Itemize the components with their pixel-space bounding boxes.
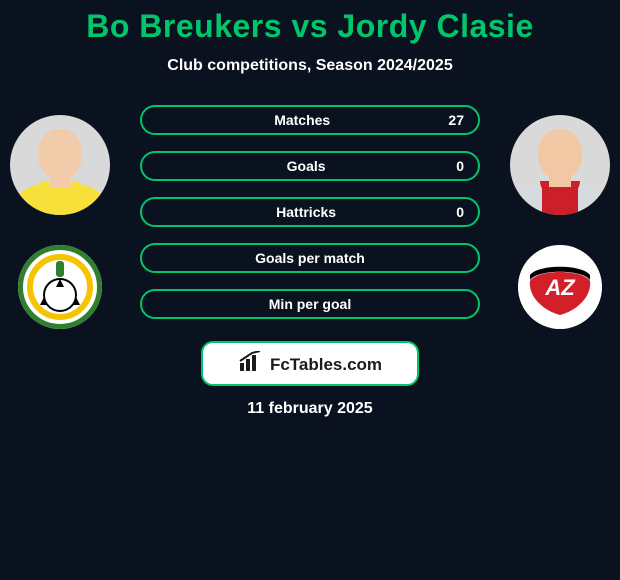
stat-label: Hattricks	[276, 204, 336, 220]
comparison-card: Bo Breukers vs Jordy Clasie Club competi…	[0, 0, 620, 580]
stat-row-min-per-goal: Min per goal	[140, 289, 480, 319]
svg-text:AZ: AZ	[544, 275, 576, 300]
brand-name: FcTables.com	[270, 355, 382, 375]
player-right-avatar	[510, 115, 610, 215]
stat-right-value: 27	[448, 112, 464, 128]
comparison-body: AZ Matches 27 Goals 0 Hattricks 0 Go	[0, 105, 620, 418]
stat-label: Goals	[287, 158, 326, 174]
stat-row-hattricks: Hattricks 0	[140, 197, 480, 227]
avatar-head	[538, 129, 582, 179]
chart-icon	[238, 351, 264, 378]
crest-graphic: AZ	[518, 245, 602, 329]
brand-box: FcTables.com	[201, 341, 419, 386]
stat-right-value: 0	[456, 158, 464, 174]
subtitle: Club competitions, Season 2024/2025	[0, 57, 620, 75]
club-left-crest	[18, 245, 102, 329]
stat-right-value: 0	[456, 204, 464, 220]
stat-row-goals-per-match: Goals per match	[140, 243, 480, 273]
stat-label: Goals per match	[255, 250, 365, 266]
avatar-head	[38, 129, 82, 179]
crest-graphic	[18, 245, 102, 329]
date-label: 11 february 2025	[0, 400, 620, 418]
club-right-crest: AZ	[518, 245, 602, 329]
stat-row-matches: Matches 27	[140, 105, 480, 135]
page-title: Bo Breukers vs Jordy Clasie	[0, 8, 620, 45]
stat-row-goals: Goals 0	[140, 151, 480, 181]
player-left-avatar	[10, 115, 110, 215]
stats-list: Matches 27 Goals 0 Hattricks 0 Goals per…	[140, 105, 480, 319]
stat-label: Matches	[274, 112, 330, 128]
stat-label: Min per goal	[269, 296, 351, 312]
